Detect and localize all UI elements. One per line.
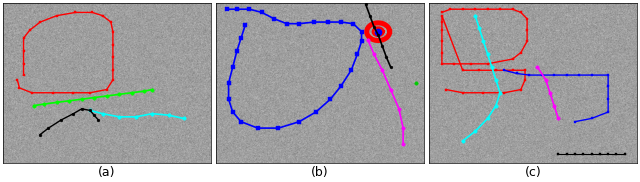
X-axis label: (a): (a): [98, 166, 115, 179]
X-axis label: (c): (c): [525, 166, 541, 179]
X-axis label: (b): (b): [311, 166, 329, 179]
